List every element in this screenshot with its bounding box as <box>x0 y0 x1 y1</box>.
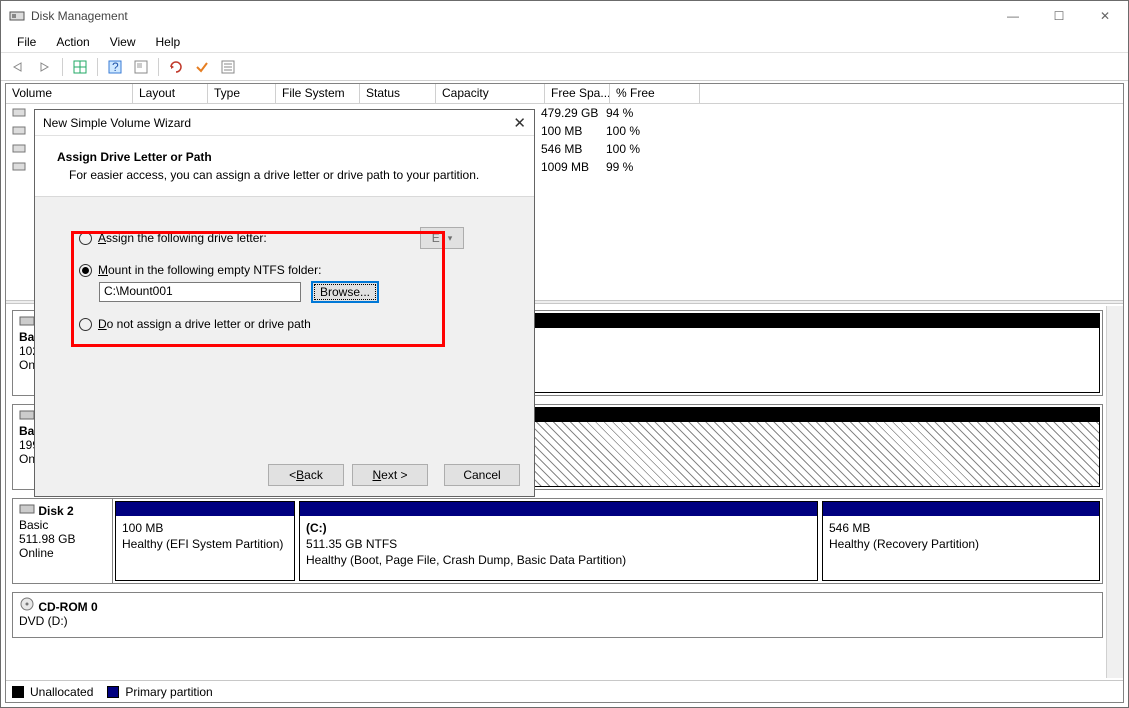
cell-free: 479.29 GB <box>535 106 600 120</box>
menu-view[interactable]: View <box>100 33 146 51</box>
next-button[interactable]: Next > <box>352 464 428 486</box>
wizard-header: Assign Drive Letter or Path For easier a… <box>35 136 534 197</box>
cell-pct: 100 % <box>600 124 690 138</box>
svg-text:?: ? <box>112 60 119 74</box>
cell-free: 546 MB <box>535 142 600 156</box>
cancel-button[interactable]: Cancel <box>444 464 520 486</box>
swatch-primary <box>107 686 119 698</box>
col-capacity[interactable]: Capacity <box>436 84 545 103</box>
browse-button[interactable]: Browse... <box>311 281 379 303</box>
wizard-heading: Assign Drive Letter or Path <box>57 150 516 164</box>
option-mount-folder[interactable]: Mount in the following empty NTFS folder… <box>79 263 504 277</box>
partition-c[interactable]: (C:) 511.35 GB NTFS Healthy (Boot, Page … <box>299 501 818 581</box>
maximize-button[interactable]: ☐ <box>1036 1 1082 31</box>
menu-file[interactable]: File <box>7 33 46 51</box>
col-percent-free[interactable]: % Free <box>610 84 700 103</box>
col-file-system[interactable]: File System <box>276 84 360 103</box>
radio-no-assign[interactable] <box>79 318 92 331</box>
option-mount-folder-label: Mount in the following empty NTFS folder… <box>98 263 321 277</box>
disk-panel-cdrom: CD-ROM 0 DVD (D:) <box>12 592 1103 638</box>
back-icon[interactable] <box>7 56 31 78</box>
scrollbar-vertical[interactable] <box>1106 306 1123 678</box>
help-icon[interactable]: ? <box>103 56 127 78</box>
option-assign-letter-label: Assign the following drive letter: <box>98 231 267 245</box>
partition-size: 546 MB <box>829 520 1093 536</box>
forward-icon[interactable] <box>33 56 57 78</box>
tb-list-icon[interactable] <box>216 56 240 78</box>
cdrom-name: CD-ROM 0 <box>38 600 97 614</box>
col-layout[interactable]: Layout <box>133 84 208 103</box>
disk-2-partitions: 100 MB Healthy (EFI System Partition) (C… <box>113 499 1102 583</box>
col-volume[interactable]: Volume <box>6 84 133 103</box>
mount-path-input[interactable]: C:\Mount001 <box>99 282 301 302</box>
tb-check-icon[interactable] <box>190 56 214 78</box>
close-button[interactable]: ✕ <box>1082 1 1128 31</box>
wizard-body: Assign the following drive letter: E▾ Mo… <box>35 197 534 457</box>
wizard-close-button[interactable]: ✕ <box>496 114 526 132</box>
disk-icon <box>19 503 35 515</box>
col-status[interactable]: Status <box>360 84 436 103</box>
legend: Unallocated Primary partition <box>6 680 1123 702</box>
partition-status: Healthy (Boot, Page File, Crash Dump, Ba… <box>306 552 811 568</box>
partition-size: 100 MB <box>122 520 288 536</box>
cell-free: 1009 MB <box>535 160 600 174</box>
option-no-assign-label: Do not assign a drive letter or drive pa… <box>98 317 311 331</box>
legend-unallocated: Unallocated <box>30 685 93 699</box>
option-no-assign[interactable]: Do not assign a drive letter or drive pa… <box>79 317 504 331</box>
menubar: File Action View Help <box>1 31 1128 53</box>
tb-props-icon[interactable] <box>129 56 153 78</box>
cdrom-icon <box>19 597 35 609</box>
wizard-subheading: For easier access, you can assign a driv… <box>57 168 516 182</box>
cell-pct: 100 % <box>600 142 690 156</box>
cdrom-label: CD-ROM 0 DVD (D:) <box>13 593 1102 637</box>
wizard-footer: < Back Next > Cancel <box>268 464 520 486</box>
partition-recovery[interactable]: 546 MB Healthy (Recovery Partition) <box>822 501 1100 581</box>
menu-action[interactable]: Action <box>46 33 99 51</box>
wizard-titlebar: New Simple Volume Wizard ✕ <box>35 110 534 136</box>
cdrom-sub: DVD (D:) <box>19 614 1096 628</box>
partition-size: 511.35 GB NTFS <box>306 536 811 552</box>
toolbar: ? <box>1 53 1128 81</box>
option-assign-letter[interactable]: Assign the following drive letter: E▾ <box>79 227 504 249</box>
col-type[interactable]: Type <box>208 84 276 103</box>
swatch-unallocated <box>12 686 24 698</box>
wizard-dialog: New Simple Volume Wizard ✕ Assign Drive … <box>34 109 535 497</box>
cell-pct: 99 % <box>600 160 690 174</box>
minimize-button[interactable]: — <box>990 1 1036 31</box>
disk-panel-2: Disk 2 Basic 511.98 GB Online 100 MB Hea… <box>12 498 1103 584</box>
radio-mount-folder[interactable] <box>79 264 92 277</box>
volume-list-header: Volume Layout Type File System Status Ca… <box>6 84 1123 104</box>
titlebar: Disk Management — ☐ ✕ <box>1 1 1128 31</box>
window-title: Disk Management <box>31 9 990 23</box>
menu-help[interactable]: Help <box>146 33 191 51</box>
drive-letter-select: E▾ <box>420 227 464 249</box>
col-free-space[interactable]: Free Spa... <box>545 84 610 103</box>
drive-letter-value: E <box>432 231 440 245</box>
disk-label-2: Disk 2 Basic 511.98 GB Online <box>13 499 113 583</box>
radio-assign-letter[interactable] <box>79 232 92 245</box>
disk-status: Online <box>19 546 106 560</box>
disk-type: Basic <box>19 518 106 532</box>
partition-label: (C:) <box>306 520 811 536</box>
back-button[interactable]: < Back <box>268 464 344 486</box>
disk-management-icon <box>9 8 25 24</box>
disk-name: Disk 2 <box>38 504 73 518</box>
partition-status: Healthy (EFI System Partition) <box>122 536 288 552</box>
disk-size: 511.98 GB <box>19 532 106 546</box>
legend-primary: Primary partition <box>125 685 212 699</box>
partition-status: Healthy (Recovery Partition) <box>829 536 1093 552</box>
cell-free: 100 MB <box>535 124 600 138</box>
tb-grid-icon[interactable] <box>68 56 92 78</box>
chevron-down-icon: ▾ <box>448 233 453 244</box>
tb-refresh-icon[interactable] <box>164 56 188 78</box>
cell-pct: 94 % <box>600 106 690 120</box>
wizard-title: New Simple Volume Wizard <box>43 116 496 130</box>
partition-efi[interactable]: 100 MB Healthy (EFI System Partition) <box>115 501 295 581</box>
